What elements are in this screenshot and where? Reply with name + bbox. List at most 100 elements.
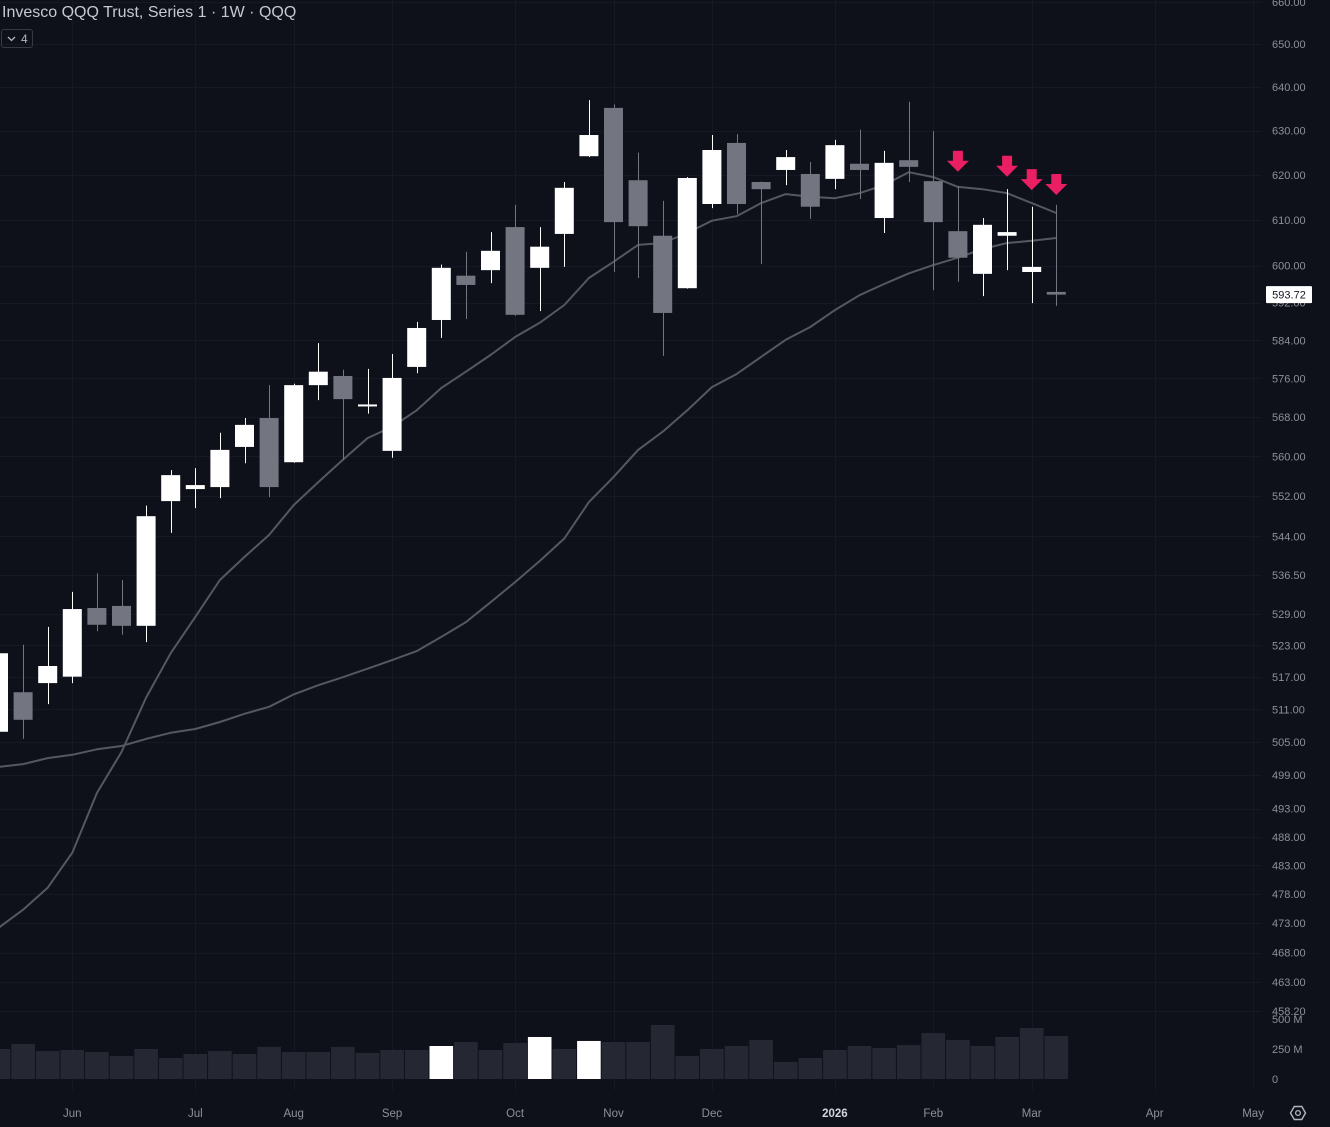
candles[interactable] bbox=[0, 100, 1066, 739]
candle[interactable] bbox=[235, 418, 254, 464]
volume-bar bbox=[429, 1046, 454, 1079]
price-label-bg bbox=[1268, 81, 1312, 94]
candle[interactable] bbox=[727, 134, 746, 214]
candle[interactable] bbox=[358, 368, 377, 414]
candle[interactable] bbox=[382, 354, 402, 458]
candle[interactable] bbox=[1022, 206, 1042, 304]
candle-body bbox=[308, 371, 328, 386]
candle[interactable] bbox=[1046, 204, 1066, 306]
candle[interactable] bbox=[161, 470, 181, 533]
candle-body bbox=[776, 157, 796, 170]
chart-settings-button[interactable] bbox=[1289, 1105, 1307, 1121]
price-label-bg bbox=[1268, 568, 1312, 581]
candle[interactable] bbox=[112, 579, 131, 635]
candle[interactable] bbox=[751, 181, 771, 265]
price-label-bg bbox=[1268, 671, 1312, 684]
volume-bar bbox=[650, 1025, 675, 1079]
candle[interactable] bbox=[677, 177, 697, 289]
candle-body bbox=[948, 231, 968, 258]
price-label-bg bbox=[1268, 0, 1312, 8]
volume-bar bbox=[331, 1046, 355, 1079]
candle[interactable] bbox=[973, 218, 992, 297]
candle[interactable] bbox=[481, 232, 500, 284]
candle[interactable] bbox=[136, 505, 156, 643]
candle[interactable] bbox=[308, 343, 328, 401]
candle[interactable] bbox=[997, 189, 1017, 271]
volume-pane[interactable] bbox=[0, 1025, 1069, 1079]
volume-bar bbox=[478, 1049, 503, 1079]
candle[interactable] bbox=[530, 227, 550, 312]
candle-body bbox=[87, 608, 107, 625]
candle-body bbox=[604, 107, 623, 223]
candle-body bbox=[505, 227, 525, 315]
candle[interactable] bbox=[210, 432, 230, 499]
volume-bar bbox=[1019, 1028, 1044, 1079]
candle[interactable] bbox=[284, 383, 304, 463]
volume-bar bbox=[503, 1043, 527, 1079]
candle[interactable] bbox=[185, 468, 205, 509]
candle[interactable] bbox=[628, 152, 648, 279]
candle-body bbox=[579, 135, 599, 157]
time-axis-label: Oct bbox=[506, 1108, 525, 1120]
candle[interactable] bbox=[505, 204, 525, 316]
gear-center-icon bbox=[1294, 1109, 1302, 1117]
candle[interactable] bbox=[825, 139, 845, 190]
candle-body bbox=[185, 485, 205, 490]
candle-body bbox=[358, 404, 377, 407]
candle[interactable] bbox=[407, 321, 427, 374]
candle[interactable] bbox=[604, 104, 623, 272]
volume-bar bbox=[921, 1033, 946, 1079]
price-label-bg bbox=[1268, 888, 1312, 901]
price-label-bg bbox=[1268, 490, 1312, 503]
time-axis-label: Nov bbox=[603, 1108, 624, 1120]
candle[interactable] bbox=[800, 161, 820, 219]
candle[interactable] bbox=[259, 385, 279, 498]
price-label-bg bbox=[1268, 946, 1312, 959]
candle[interactable] bbox=[653, 200, 673, 356]
volume-bar bbox=[0, 1049, 11, 1079]
price-axis-label: 488.00 bbox=[1272, 832, 1306, 844]
candle-body bbox=[38, 665, 58, 684]
candle[interactable] bbox=[62, 591, 82, 684]
candle-body bbox=[235, 424, 254, 447]
candle[interactable] bbox=[850, 129, 869, 200]
price-label-bg bbox=[1268, 736, 1312, 749]
symbol-title[interactable]: Invesco QQQ Trust, Series 1 · 1W · QQQ bbox=[2, 4, 297, 21]
price-label-bg bbox=[1268, 411, 1312, 424]
volume-bar bbox=[134, 1049, 158, 1079]
volume-bar bbox=[700, 1049, 724, 1079]
candle[interactable] bbox=[38, 626, 58, 705]
candle-body bbox=[136, 516, 156, 626]
candle[interactable] bbox=[702, 135, 722, 209]
candle[interactable] bbox=[899, 101, 919, 183]
candle[interactable] bbox=[776, 150, 796, 186]
candle[interactable] bbox=[0, 645, 8, 739]
candle[interactable] bbox=[456, 251, 476, 320]
down-arrow-icon bbox=[1020, 169, 1043, 191]
candle[interactable] bbox=[923, 131, 943, 291]
price-axis-label: 600.00 bbox=[1272, 261, 1306, 273]
candle[interactable] bbox=[874, 150, 894, 234]
candle[interactable] bbox=[554, 182, 574, 267]
candle[interactable] bbox=[87, 573, 107, 632]
candle[interactable] bbox=[948, 186, 968, 282]
candle[interactable] bbox=[13, 644, 33, 739]
volume-bar bbox=[577, 1040, 601, 1079]
candle-body bbox=[653, 235, 673, 313]
volume-bar bbox=[675, 1055, 700, 1079]
volume-axis: 500 M 250 M 0 bbox=[1272, 1014, 1303, 1086]
price-axis-label: 458.20 bbox=[1272, 1006, 1306, 1018]
volume-bar bbox=[970, 1046, 995, 1079]
candle[interactable] bbox=[579, 100, 599, 158]
indicators-toggle-badge[interactable]: 4 bbox=[1, 29, 33, 48]
gear-hexagon-icon[interactable] bbox=[1289, 1105, 1307, 1121]
volume-bar bbox=[109, 1055, 134, 1079]
candle-body bbox=[997, 232, 1017, 236]
volume-bar bbox=[601, 1042, 626, 1079]
price-axis[interactable]: 660.00 650.00 640.00 630.00 620.00 610.00 600.… bbox=[1266, 0, 1312, 1018]
candle[interactable] bbox=[431, 264, 451, 338]
time-axis[interactable]: Jun Jul Aug Sep Oct Nov Dec 2026 Feb Mar Apr May bbox=[63, 1108, 1264, 1120]
candle[interactable] bbox=[333, 369, 353, 460]
time-axis-label: Aug bbox=[283, 1108, 303, 1120]
